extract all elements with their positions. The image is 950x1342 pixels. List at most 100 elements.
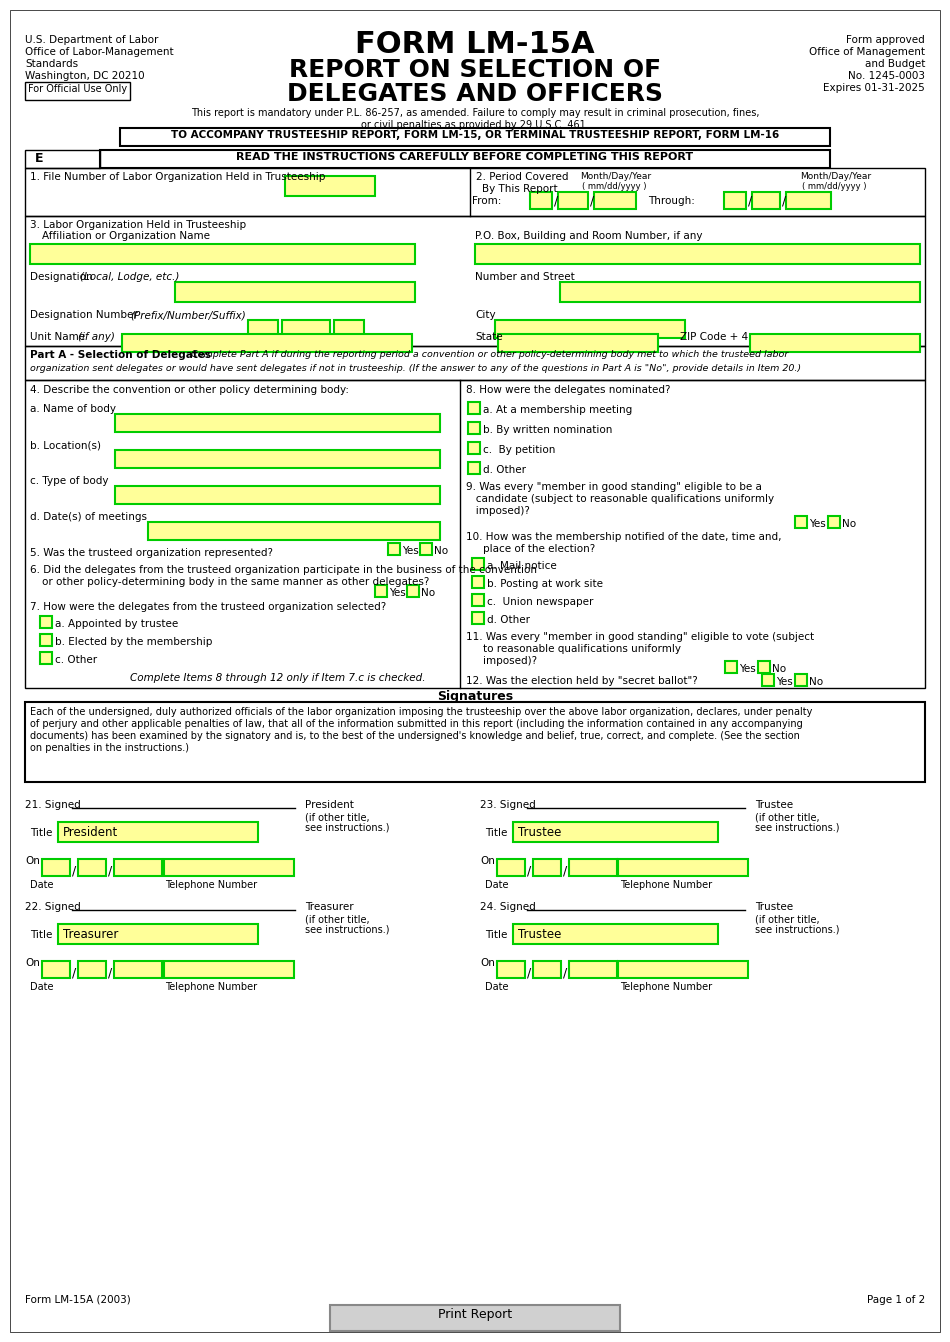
Text: d. Other: d. Other [487, 615, 530, 625]
Text: b. Location(s): b. Location(s) [30, 440, 101, 450]
Bar [120, 127, 830, 146]
Bar [25, 380, 925, 688]
Bar [513, 925, 718, 943]
Bar [42, 961, 70, 978]
Text: Number and Street: Number and Street [475, 272, 575, 282]
Bar [498, 334, 658, 352]
Text: 3. Labor Organization Held in Trusteeship: 3. Labor Organization Held in Trusteeshi… [30, 220, 246, 229]
Text: Signatures: Signatures [437, 690, 513, 703]
Text: Office of Labor-Management: Office of Labor-Management [25, 47, 174, 56]
Text: On: On [25, 856, 40, 866]
Text: see instructions.): see instructions.) [305, 925, 389, 934]
Bar [30, 244, 415, 264]
Bar [472, 558, 484, 570]
Bar [594, 192, 636, 209]
Text: /: / [108, 966, 112, 980]
Text: State: State [475, 331, 503, 342]
Text: Telephone Number: Telephone Number [620, 982, 712, 992]
Text: Office of Management: Office of Management [809, 47, 925, 56]
Text: c. Other: c. Other [55, 655, 97, 666]
Text: (if any): (if any) [78, 331, 115, 342]
Text: c.  Union newspaper: c. Union newspaper [487, 597, 594, 607]
Bar [25, 702, 925, 782]
Bar [115, 486, 440, 505]
Bar [388, 544, 400, 556]
Bar [148, 522, 440, 539]
Text: Yes: Yes [776, 676, 792, 687]
Text: ( mm/dd/yyyy ): ( mm/dd/yyyy ) [802, 183, 866, 191]
Text: U.S. Department of Labor: U.S. Department of Labor [25, 35, 159, 46]
Text: /: / [563, 864, 567, 878]
Text: E: E [35, 152, 44, 165]
Text: READ THE INSTRUCTIONS CAREFULLY BEFORE COMPLETING THIS REPORT: READ THE INSTRUCTIONS CAREFULLY BEFORE C… [237, 152, 694, 162]
Text: imposed)?: imposed)? [470, 656, 537, 666]
Text: Through:: Through: [648, 196, 694, 207]
Bar [558, 192, 588, 209]
Bar [25, 150, 100, 168]
Text: ZIP Code + 4: ZIP Code + 4 [680, 331, 749, 342]
Text: Print Report: Print Report [438, 1308, 512, 1321]
Bar [468, 462, 480, 474]
Bar [78, 859, 106, 876]
Text: No. 1245-0003: No. 1245-0003 [848, 71, 925, 81]
Bar [495, 319, 685, 338]
Text: Unit Name: Unit Name [30, 331, 88, 342]
Text: /: / [782, 195, 787, 208]
Text: Trustee: Trustee [518, 825, 561, 839]
Text: Form approved: Form approved [846, 35, 925, 46]
Text: Yes: Yes [739, 664, 756, 674]
Text: Washington, DC 20210: Washington, DC 20210 [25, 71, 144, 81]
Text: Month/Day/Year: Month/Day/Year [800, 172, 871, 181]
Text: On: On [480, 856, 495, 866]
Bar [468, 403, 480, 413]
Text: see instructions.): see instructions.) [755, 823, 840, 832]
Text: Date: Date [30, 880, 53, 890]
Bar [472, 595, 484, 607]
Text: Date: Date [485, 982, 508, 992]
Bar [175, 282, 415, 302]
Text: b. Elected by the membership: b. Elected by the membership [55, 637, 213, 647]
Text: DELEGATES AND OFFICERS: DELEGATES AND OFFICERS [287, 82, 663, 106]
Bar [513, 823, 718, 841]
Text: /: / [590, 195, 595, 208]
Text: Trustee: Trustee [518, 929, 561, 941]
Text: On: On [480, 958, 495, 968]
Text: On: On [25, 958, 40, 968]
Bar [248, 319, 278, 338]
Bar [752, 192, 780, 209]
Bar [42, 859, 70, 876]
Text: 8. How were the delegates nominated?: 8. How were the delegates nominated? [466, 385, 671, 395]
Bar [468, 442, 480, 454]
Text: a. Appointed by trustee: a. Appointed by trustee [55, 619, 179, 629]
Text: Affiliation or Organization Name: Affiliation or Organization Name [42, 231, 210, 242]
Text: imposed)?: imposed)? [466, 506, 530, 517]
Text: Telephone Number: Telephone Number [165, 880, 257, 890]
Text: Designation Number: Designation Number [30, 310, 141, 319]
Text: President: President [305, 800, 353, 811]
Text: a. Mail notice: a. Mail notice [487, 561, 557, 570]
Text: No: No [809, 676, 823, 687]
Text: No: No [772, 664, 787, 674]
Text: and Budget: and Budget [864, 59, 925, 68]
Text: Form LM-15A (2003): Form LM-15A (2003) [25, 1295, 131, 1304]
Text: Expires 01-31-2025: Expires 01-31-2025 [824, 83, 925, 93]
Bar [475, 244, 920, 264]
Bar [25, 346, 925, 380]
Bar [122, 334, 412, 352]
Text: No: No [842, 519, 856, 529]
Bar [407, 585, 419, 597]
Text: From:: From: [472, 196, 502, 207]
Text: or other policy-determining body in the same manner as other delegates?: or other policy-determining body in the … [42, 577, 429, 586]
Text: ( mm/dd/yyyy ): ( mm/dd/yyyy ) [582, 183, 647, 191]
Text: /: / [748, 195, 752, 208]
Text: to reasonable qualifications uniformly: to reasonable qualifications uniformly [470, 644, 681, 654]
Bar [40, 633, 52, 646]
Text: (Local, Lodge, etc.): (Local, Lodge, etc.) [80, 272, 180, 282]
Bar [58, 925, 258, 943]
Text: of perjury and other applicable penalties of law, that all of the information su: of perjury and other applicable penaltie… [30, 719, 803, 729]
Text: Each of the undersigned, duly authorized officials of the labor organization imp: Each of the undersigned, duly authorized… [30, 707, 812, 717]
Text: (if other title,: (if other title, [305, 914, 370, 925]
Text: Standards: Standards [25, 59, 78, 68]
Bar [100, 150, 830, 168]
Bar [25, 216, 925, 346]
